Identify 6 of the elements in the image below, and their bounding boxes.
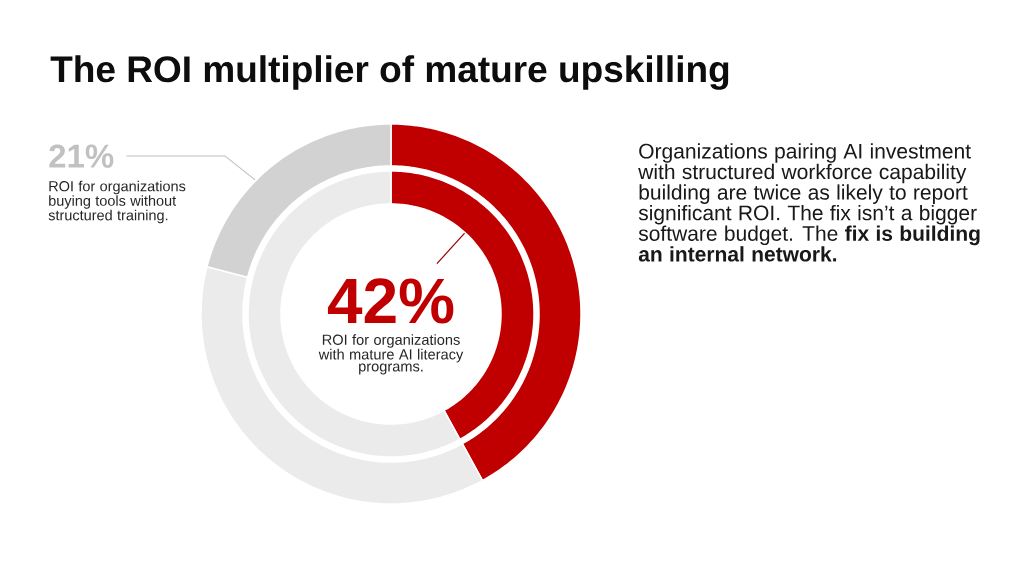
chart-title: The ROI multiplier of mature upskilling <box>50 55 729 90</box>
slice-label: ROI for organizations with mature AI literacy programs. <box>318 334 464 375</box>
slice-label: ROI for organizations buying tools without structured training. <box>48 180 186 224</box>
text: Organizations pairing AI investment with structured workforce capability building are twice as likely to report significant ROI. The fix isn’t a bigger software budget. The fix is building an internal network. <box>638 143 980 262</box>
data-label: 21% <box>49 144 114 168</box>
data-label: 42% <box>327 278 454 324</box>
